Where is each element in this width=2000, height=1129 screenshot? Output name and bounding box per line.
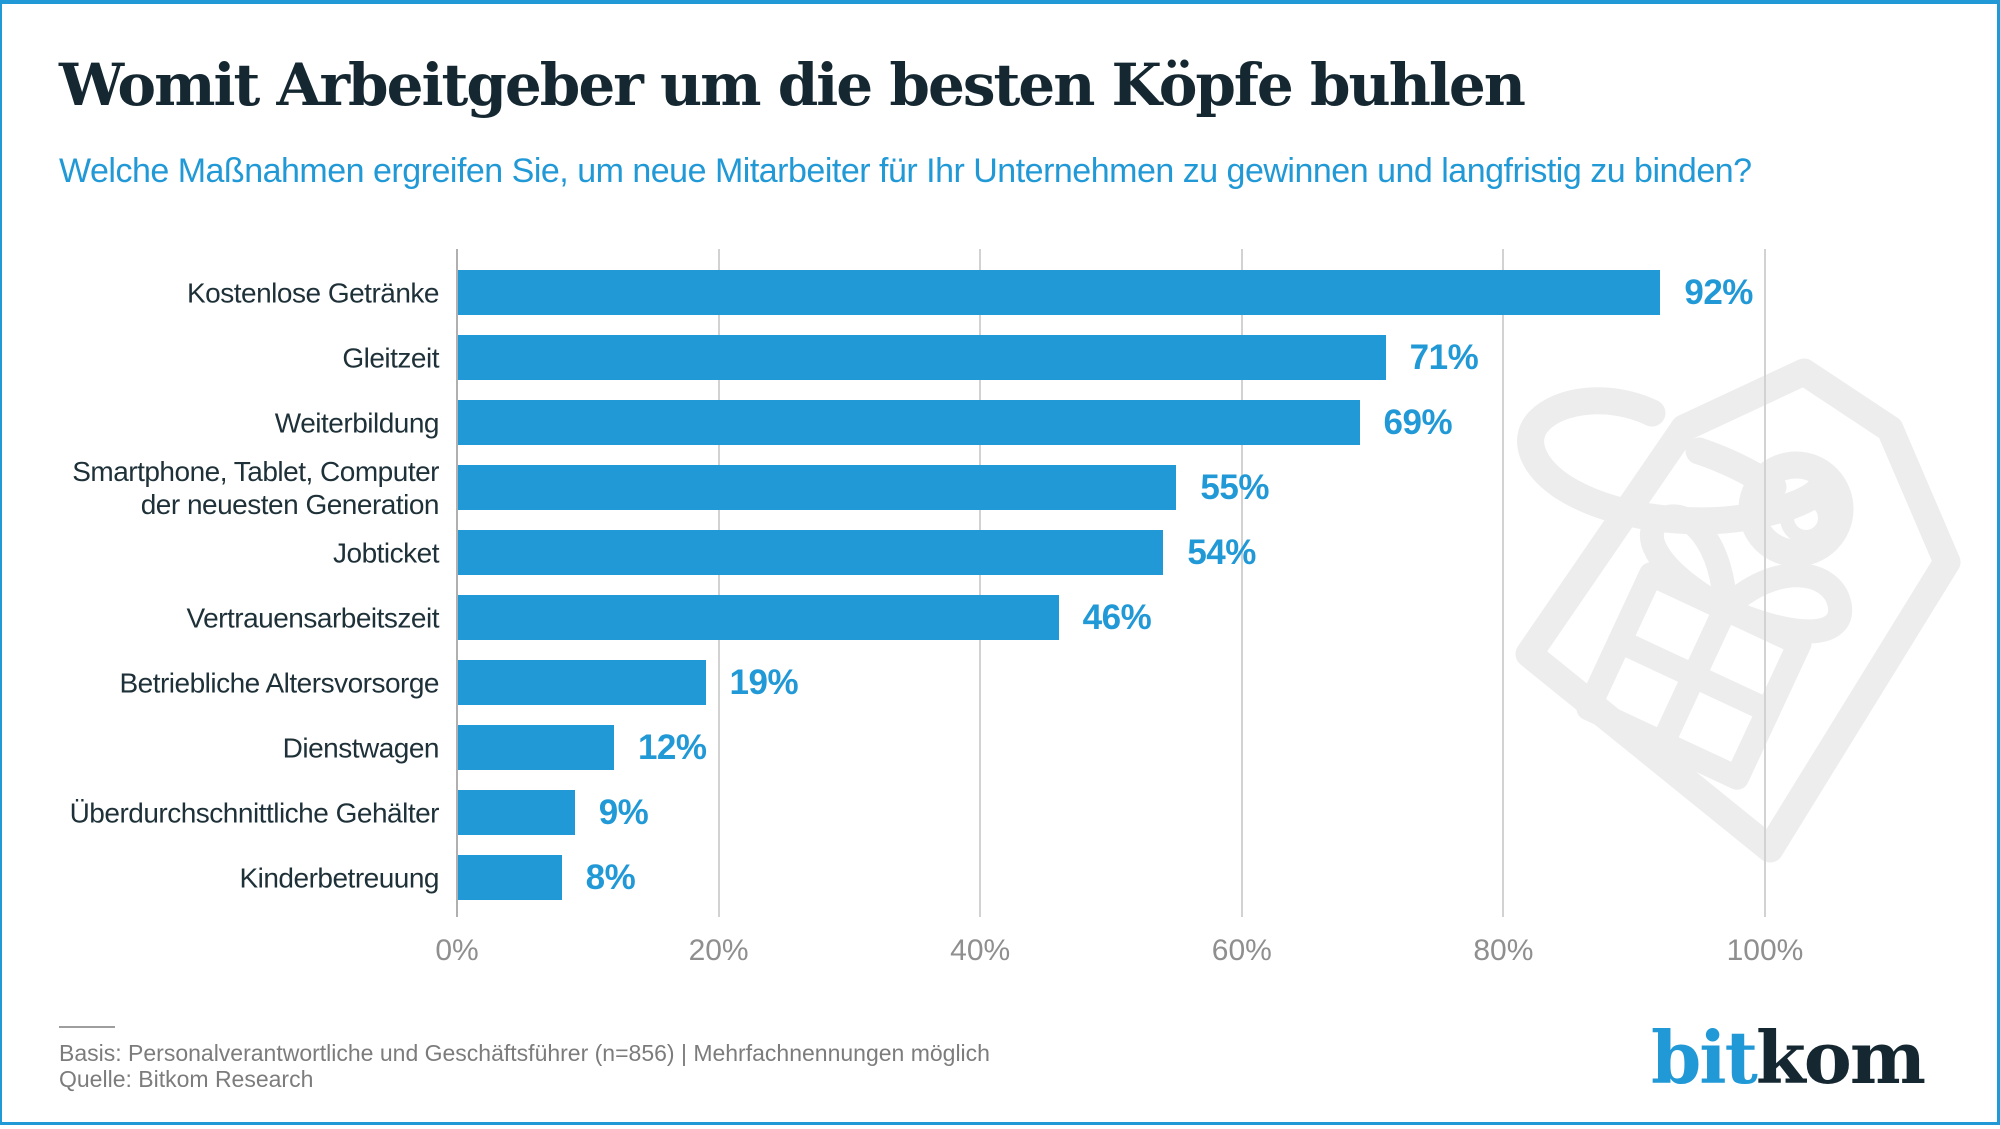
value-label: 69% xyxy=(1383,402,1453,442)
category-label: Jobticket xyxy=(333,536,440,568)
value-label: 9% xyxy=(598,792,649,832)
bar xyxy=(458,790,575,835)
footer-basis-line: Basis: Personalverantwortliche und Gesch… xyxy=(59,1040,990,1066)
x-tick-label-0: 0% xyxy=(435,934,479,967)
gridline-40 xyxy=(979,249,982,917)
bar-chart: 0% 20% 40% 60% 80% 100% Kostenlose Getränke 92%… xyxy=(2,4,2000,1129)
bitkom-logo-bit: bit xyxy=(1650,1015,1758,1100)
gridline-80 xyxy=(1502,249,1505,917)
bar xyxy=(458,270,1661,315)
category-label: Weiterbildung xyxy=(274,406,440,438)
x-tick-label-40: 40% xyxy=(950,934,1011,967)
x-tick-label-60: 60% xyxy=(1211,934,1272,967)
bar xyxy=(458,400,1360,445)
value-label: 12% xyxy=(637,727,707,767)
value-label: 19% xyxy=(729,662,799,702)
footer-divider xyxy=(59,1026,115,1028)
footer: Basis: Personalverantwortliche und Gesch… xyxy=(59,1040,990,1092)
category-label: Überdurchschnittliche Gehälter xyxy=(69,796,440,828)
value-label: 54% xyxy=(1187,532,1256,572)
value-label: 92% xyxy=(1684,272,1753,312)
bar xyxy=(458,660,706,705)
gridline-100 xyxy=(1764,249,1766,917)
bar xyxy=(458,725,614,770)
bitkom-logo: bitkom xyxy=(1651,1022,1926,1094)
category-label: Kostenlose Getränke xyxy=(187,276,440,308)
value-label: 55% xyxy=(1200,467,1269,507)
category-label: Dienstwagen xyxy=(282,731,440,763)
y-axis-line xyxy=(456,249,458,917)
value-label: 71% xyxy=(1409,337,1479,377)
category-label: Kinderbetreuung xyxy=(239,861,439,893)
page-subtitle: Welche Maßnahmen ergreifen Sie, um neue … xyxy=(59,152,1752,190)
page-title: Womit Arbeitgeber um die besten Köpfe bu… xyxy=(59,51,1526,119)
bitkom-logo-kom: kom xyxy=(1755,1015,1926,1100)
gridline-20 xyxy=(717,249,720,917)
category-label: Gleitzeit xyxy=(342,341,439,373)
bar xyxy=(458,465,1177,510)
value-label: 8% xyxy=(585,857,636,897)
x-tick-label-80: 80% xyxy=(1473,934,1534,967)
x-tick-label-100: 100% xyxy=(1726,934,1804,967)
category-label: Smartphone, Tablet, Computer der neueste… xyxy=(72,455,439,520)
x-tick-label-20: 20% xyxy=(688,934,749,967)
footer-source-line: Quelle: Bitkom Research xyxy=(59,1066,314,1092)
category-label: Betriebliche Altersvorsorge xyxy=(119,666,439,698)
bar xyxy=(458,335,1386,380)
category-label: Vertrauensarbeitszeit xyxy=(186,601,439,633)
value-label: 46% xyxy=(1082,597,1152,637)
bar xyxy=(458,855,562,900)
gridline-60 xyxy=(1240,249,1243,917)
bar xyxy=(458,595,1059,640)
bar xyxy=(458,530,1164,575)
